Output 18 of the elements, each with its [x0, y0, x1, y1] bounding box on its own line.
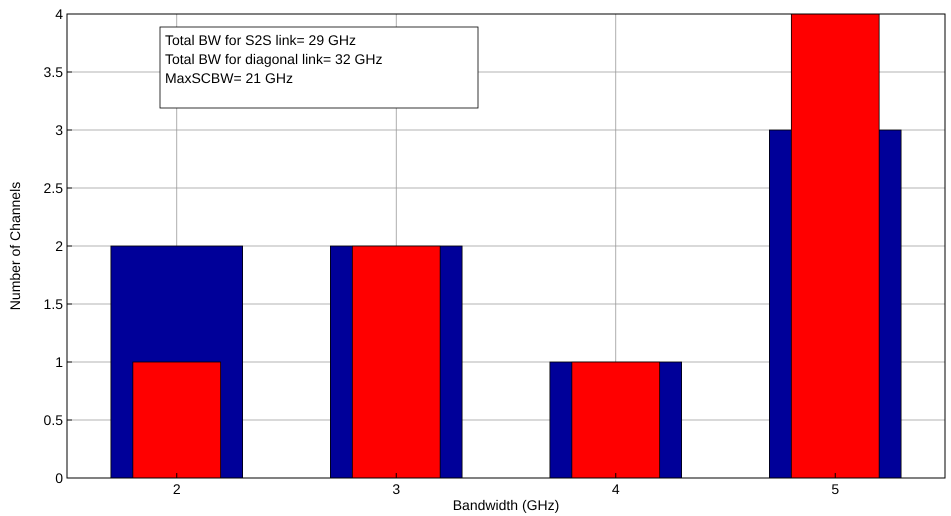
x-tick-label: 5 [831, 481, 840, 497]
y-tick-label: 1.5 [44, 296, 64, 312]
y-tick-label: 2.5 [44, 180, 64, 196]
x-tick-label: 4 [612, 481, 620, 497]
annotation: Total BW for diagonal link= 32 GHz [165, 51, 382, 67]
y-tick-label: 1 [55, 354, 64, 370]
y-axis-title: Number of Channels [7, 182, 23, 310]
y-tick-label: 0.5 [44, 412, 64, 428]
y-tick-label: 3.5 [44, 64, 64, 80]
x-axis-title: Bandwidth (GHz) [452, 497, 560, 513]
y-tick-label: 2 [55, 238, 64, 254]
y-tick-label: 4 [55, 6, 64, 22]
annotation: MaxSCBW= 21 GHz [165, 70, 293, 86]
x-tick-label: 2 [172, 481, 181, 497]
y-tick-label: 0 [55, 470, 64, 486]
y-tick-label: 3 [55, 122, 64, 138]
x-tick-label: 3 [392, 481, 400, 497]
annotation: Total BW for S2S link= 29 GHz [165, 32, 356, 48]
